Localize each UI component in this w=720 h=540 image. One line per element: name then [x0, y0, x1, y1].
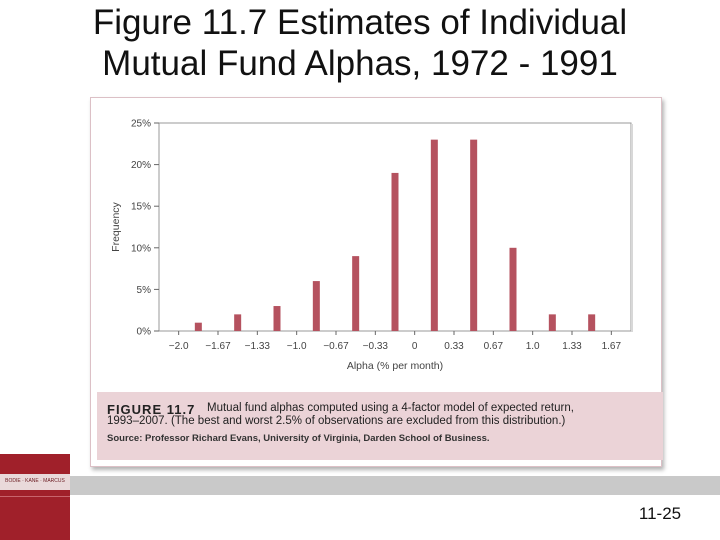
y-tick-label: 5% [137, 285, 152, 296]
histogram-bar [430, 139, 438, 331]
x-tick-label: 1.33 [562, 341, 582, 352]
slide-title-line-1: Figure 11.7 Estimates of Individual [92, 3, 628, 42]
x-axis-title: Alpha (% per month) [347, 360, 443, 372]
x-tick-label: −1.67 [205, 341, 231, 352]
book-cover-authors: BODIE · KANE · MARCUS [5, 478, 65, 484]
x-tick-label: 0.67 [484, 341, 504, 352]
x-tick-label: 1.67 [602, 341, 622, 352]
histogram-bar [194, 322, 202, 331]
book-cover-logo: BODIE · KANE · MARCUS [0, 454, 70, 540]
figure-caption: FIGURE 11.7 Mutual fund alphas computed … [97, 392, 663, 460]
histogram-bar [234, 314, 242, 331]
histogram-bar [588, 314, 596, 331]
caption-source: Source: Professor Richard Evans, Univers… [107, 433, 490, 444]
slide-title-line-2: Mutual Fund Alphas, 1972 - 1991 [102, 44, 618, 83]
alpha-histogram-chart: 0% 5% 10% 15% 20% 25% −2.0 −1.67 −1.33 −1.0 −0.67 −… [110, 119, 633, 372]
histogram-bar [352, 256, 360, 331]
caption-text-line-2: 1993–2007. (The best and worst 2.5% of o… [107, 415, 566, 427]
y-axis-title: Frequency [110, 201, 122, 251]
histogram-bar [509, 247, 517, 331]
x-tick-label: −2.0 [169, 341, 189, 352]
y-tick-label: 20% [131, 160, 151, 171]
book-cover-divider [0, 496, 70, 497]
slide-title: Figure 11.7 Estimates of Individual Mutu… [0, 2, 720, 84]
histogram-bar [312, 281, 320, 331]
histogram-bar [548, 314, 556, 331]
caption-text-line-1: Mutual fund alphas computed using a 4-fa… [207, 402, 574, 414]
histogram-bar [391, 172, 399, 331]
page-number: 11-25 [638, 504, 682, 523]
x-tick-label: 1.0 [526, 341, 540, 352]
x-tick-label: −0.67 [323, 341, 349, 352]
x-tick-label: −1.33 [245, 341, 271, 352]
book-cover-band: BODIE · KANE · MARCUS [0, 474, 70, 490]
y-tick-label: 0% [137, 327, 152, 338]
x-tick-label: 0.33 [444, 341, 464, 352]
footer-bar [70, 476, 720, 495]
caption-label: FIGURE 11.7 [107, 402, 196, 417]
x-tick-label: 0 [412, 341, 418, 352]
y-tick-label: 10% [131, 243, 151, 254]
figure-panel: 0% 5% 10% 15% 20% 25% −2.0 −1.67 −1.33 −1.0 −0.67 −… [90, 97, 663, 467]
x-tick-label: −1.0 [287, 341, 307, 352]
x-tick-label: −0.33 [363, 341, 389, 352]
histogram-bar [273, 306, 281, 331]
histogram-bar [470, 139, 478, 331]
y-tick-label: 15% [131, 202, 151, 213]
y-tick-label: 25% [131, 119, 151, 130]
